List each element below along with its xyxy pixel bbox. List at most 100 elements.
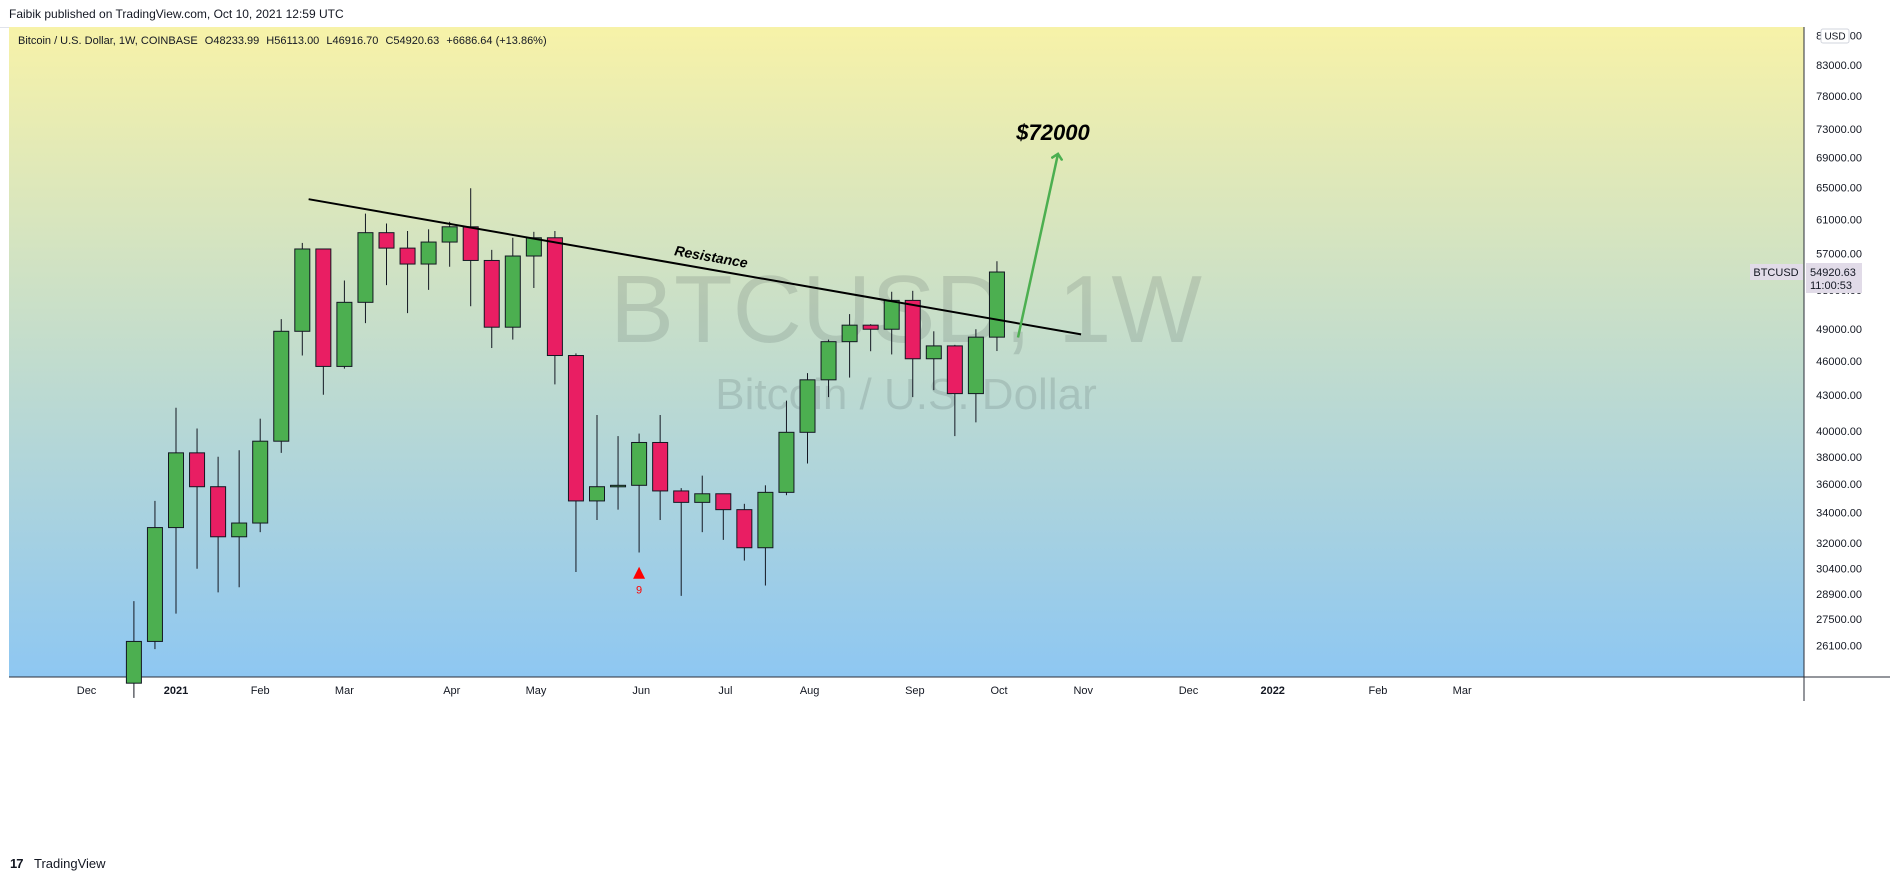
candle-body-down [462,226,479,261]
price-axis[interactable]: 26100.00 27500.00 28900.00 30400.00 32000.00… [1816,30,1862,652]
candle-body-down [210,486,227,538]
price-tick-label: 43000.00 [1816,390,1862,402]
candle [757,485,774,586]
candle [357,213,374,324]
candle [694,475,711,533]
candle [504,237,521,340]
price-tick-label: 57000.00 [1816,248,1862,260]
candle-body-up [441,226,458,243]
candle [673,488,690,596]
time-tick-label: Dec [77,685,97,697]
time-tick-label: Oct [990,685,1007,697]
candle-body-up [883,299,900,330]
candle-body-up [841,324,858,343]
candle [273,319,290,453]
candle [589,415,605,521]
time-tick-label: Feb [251,685,270,697]
candle [252,418,269,533]
candle-body-up [610,484,627,488]
candle-body-up [231,522,248,538]
candle [736,503,753,561]
time-tick-label: Sep [905,685,925,697]
candle-body-up [273,330,290,442]
candle-body-up [967,336,984,395]
candle-body-down [567,355,584,502]
resistance-trendline [308,198,1082,336]
time-tick-label: Feb [1368,685,1387,697]
candle-body-down [315,248,332,367]
candle-body-up [820,341,837,381]
legend-high: H56113.00 [266,35,320,47]
candle [904,290,921,398]
last-price-symbol: BTCUSD [1753,267,1798,279]
publish-info: Faibik published on TradingView.com, Oct… [9,7,344,21]
candle [189,428,206,569]
candle [778,400,795,496]
candle-body-up [694,493,711,503]
time-tick-label: Mar [1453,685,1472,697]
price-tick-label: 65000.00 [1816,182,1862,194]
candle-body-up [799,379,816,433]
candle-body-up [420,241,437,265]
time-tick-label: Dec [1179,685,1199,697]
candle [399,230,416,314]
candle-body-down [189,452,206,488]
price-chart[interactable]: BTCUSD, 1W Bitcoin / U.S. Dollar 26100.0… [9,27,1890,847]
time-axis[interactable]: Dec 2021 Feb Mar Apr May Jun Jul Aug Sep Oct Nov Dec… [77,685,1472,697]
candle [294,242,311,356]
candle-body-down [736,509,753,549]
price-axis-background [1804,27,1890,677]
candle [820,339,837,398]
price-tick-label: 40000.00 [1816,426,1862,438]
price-tick-label: 78000.00 [1816,91,1862,103]
candle-body-up [125,640,142,684]
candle [610,436,627,510]
candle-body-up [146,527,163,642]
time-tick-label: Nov [1073,685,1093,697]
signal-triangle-icon [633,566,646,579]
candle [967,329,984,423]
price-tick-label: 38000.00 [1816,452,1862,464]
currency-badge[interactable]: USD [1820,28,1850,44]
time-tick-label: Jun [632,685,650,697]
tradingview-logo-icon[interactable]: 17 [10,856,24,871]
candle [483,249,500,349]
candle-body-down [399,247,416,265]
candle [988,261,1005,352]
candle-body-up [757,491,774,549]
candle-body-up [252,440,269,524]
last-price-countdown: 11:00:53 [1810,280,1852,292]
candle-body-down [546,237,563,357]
candle [652,415,669,521]
legend-symbol: Bitcoin / U.S. Dollar, 1W, COINBASE [18,35,198,47]
time-tick-label: 2022 [1260,685,1284,697]
series-legend[interactable]: Bitcoin / U.S. Dollar, 1W, COINBASE O482… [18,35,551,47]
target-arrow [1016,154,1058,338]
price-tick-label: 30400.00 [1816,564,1862,576]
candle-body-down [673,490,690,503]
time-tick-label: Mar [335,685,354,697]
legend-open: O48233.99 [204,35,260,47]
tradingview-brand[interactable]: TradingView [34,856,106,871]
candle-body-down [946,345,963,395]
price-tick-label: 46000.00 [1816,356,1862,368]
candle [715,493,732,540]
candle-body-up [336,301,353,367]
candle [168,407,184,614]
candle-body-up [504,255,521,328]
last-price-symbol-box [1750,264,1803,281]
time-tick-label: May [526,685,547,697]
candle [420,229,437,290]
candle [546,230,563,385]
publish-header: Faibik published on TradingView.com, Oct… [0,0,1890,28]
candle-body-down [715,493,732,511]
legend-change: +6686.64 (+13.86%) [446,35,547,47]
chart-area[interactable]: BTCUSD, 1W Bitcoin / U.S. Dollar 26100.0… [9,27,1890,847]
watermark-sub: Bitcoin / U.S. Dollar [715,370,1096,419]
candle-body-up [294,248,311,332]
candle [336,280,353,369]
candle-body-up [589,486,605,502]
legend-low: L46916.70 [326,35,379,47]
price-tick-label: 69000.00 [1816,153,1862,165]
